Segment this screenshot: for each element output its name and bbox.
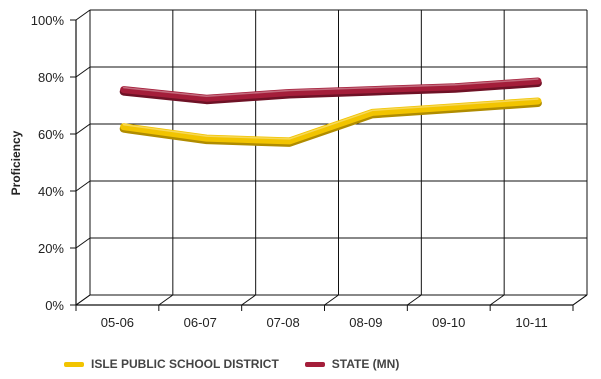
- x-tick-label: 07-08: [266, 315, 299, 330]
- floor-depth-line: [158, 294, 174, 306]
- h-gridline-side: [75, 237, 91, 249]
- legend-item-state: STATE (MN): [304, 357, 400, 371]
- legend-label-isle: ISLE PUBLIC SCHOOL DISTRICT: [91, 357, 279, 371]
- floor-depth-line: [489, 294, 505, 306]
- floor-depth-line: [407, 294, 422, 306]
- floor-depth-line: [324, 294, 339, 306]
- legend-item-isle: ISLE PUBLIC SCHOOL DISTRICT: [64, 357, 279, 371]
- y-tick-label: 20%: [38, 241, 64, 256]
- chart-axes: [70, 19, 588, 311]
- y-tick-label: 60%: [38, 127, 64, 142]
- chart-labels: 0% 20% 40% 60% 80% 100% 05-06 06-07 07-08 08-09 09…: [31, 13, 548, 330]
- legend-label-state: STATE (MN): [331, 357, 400, 371]
- y-axis-label: Proficiency: [9, 130, 23, 195]
- h-gridline-side: [75, 180, 91, 192]
- chart-legend: ISLE PUBLIC SCHOOL DISTRICT STATE (MN): [64, 357, 399, 371]
- floor-depth-line: [75, 294, 91, 306]
- series-line-highlight: [122, 78, 539, 97]
- x-tick-label: 08-09: [349, 315, 382, 330]
- h-gridline-side: [75, 9, 91, 21]
- x-tick-label: 06-07: [184, 315, 217, 330]
- x-tick-label: 05-06: [101, 315, 134, 330]
- chart-series: [119, 77, 542, 147]
- series-line-state: [120, 77, 542, 102]
- h-gridline-side: [75, 123, 91, 135]
- series-line-isle: [120, 97, 542, 145]
- legend-swatch-state: [304, 361, 325, 367]
- floor-edge: [572, 294, 588, 306]
- h-gridline-side: [75, 66, 91, 78]
- series-line-highlight: [122, 98, 539, 140]
- x-tick-label: 09-10: [432, 315, 465, 330]
- y-tick-label: 80%: [38, 70, 64, 85]
- chart-grid: [75, 9, 588, 306]
- y-tick-label: 40%: [38, 184, 64, 199]
- y-tick-label: 0%: [45, 298, 64, 313]
- legend-swatch-isle: [64, 361, 84, 367]
- floor-depth-line: [241, 294, 256, 306]
- x-tick-label: 10-11: [515, 315, 547, 330]
- y-tick-label: 100%: [31, 13, 65, 28]
